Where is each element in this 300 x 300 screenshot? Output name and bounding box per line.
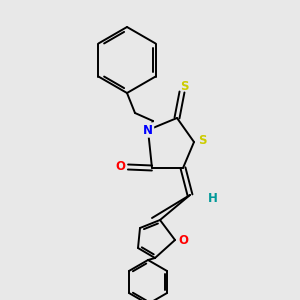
Text: O: O [178,233,188,247]
Text: O: O [115,160,125,173]
Text: S: S [180,80,188,92]
Text: S: S [198,134,206,146]
Text: N: N [143,124,153,136]
Text: H: H [208,191,218,205]
